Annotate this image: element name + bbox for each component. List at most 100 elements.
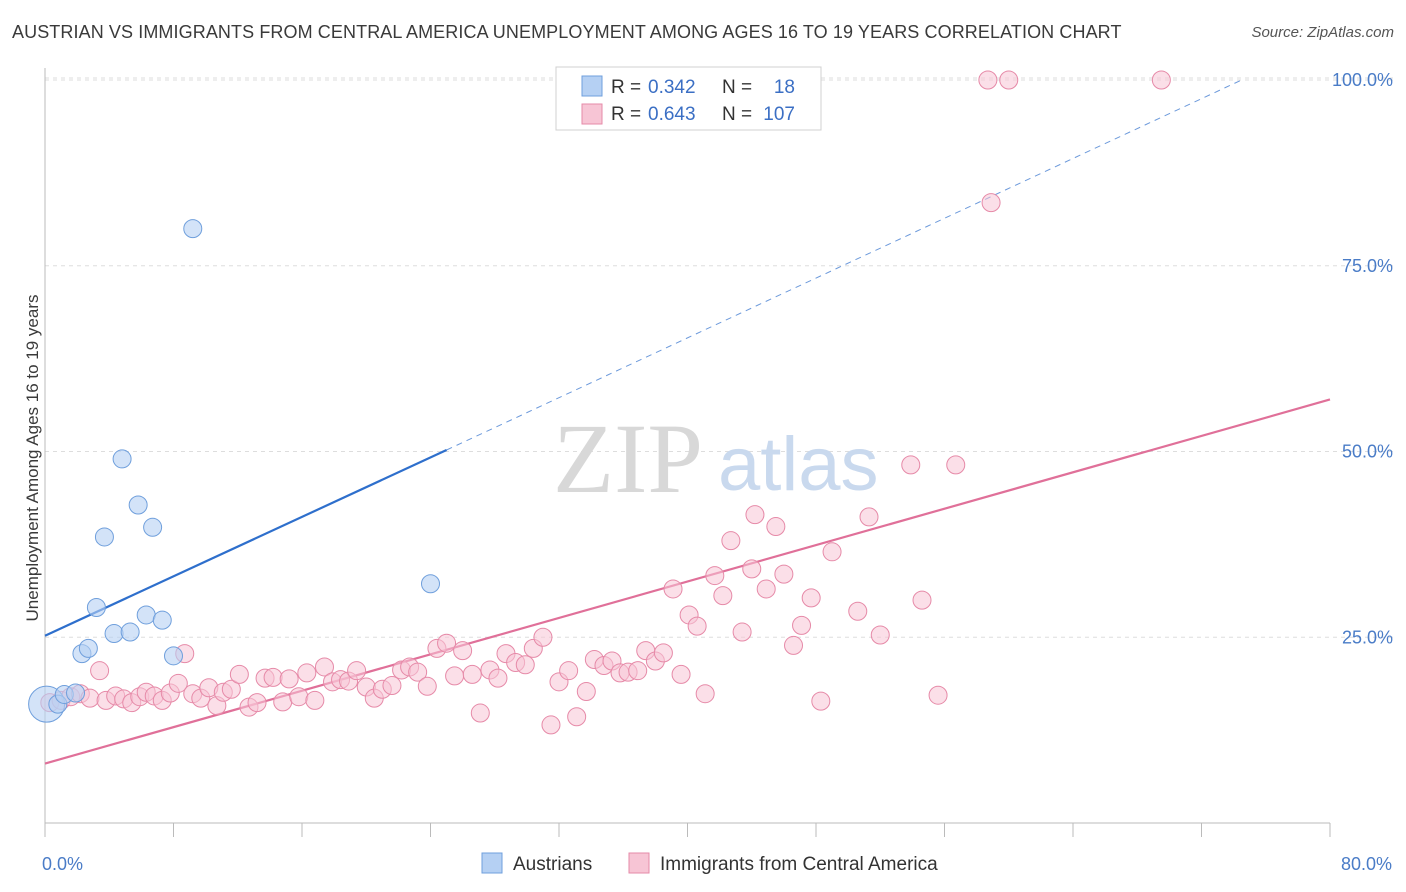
point-immigrants-27 xyxy=(263,667,283,687)
point-immigrants-102 xyxy=(981,193,1001,213)
point-immigrants-80 xyxy=(721,531,741,551)
point-austrians-10 xyxy=(120,622,140,642)
point-immigrants-85 xyxy=(766,517,786,537)
legend-series: Austrians Immigrants from Central Americ… xyxy=(481,852,938,875)
point-austrians-17 xyxy=(421,574,440,594)
axes xyxy=(44,68,1331,837)
point-immigrants-77 xyxy=(695,684,715,704)
point-immigrants-47 xyxy=(437,633,457,653)
point-immigrants-81 xyxy=(732,622,752,642)
point-immigrants-98 xyxy=(946,455,966,475)
point-immigrants-29 xyxy=(279,669,299,689)
y-tick-label-2: 75.0% xyxy=(1342,256,1393,276)
tick-labels: 25.0% 50.0% 75.0% 100.0% 0.0% 80.0% xyxy=(42,70,1393,874)
point-immigrants-72 xyxy=(653,643,673,663)
point-immigrants-95 xyxy=(901,455,921,475)
point-immigrants-76 xyxy=(687,616,707,636)
point-immigrants-63 xyxy=(576,681,596,701)
point-immigrants-74 xyxy=(671,664,691,684)
bottom-legend-swatch-immigrants xyxy=(628,852,650,874)
legend-r-value-2: 0.643 xyxy=(648,104,696,125)
point-austrians-15 xyxy=(164,646,183,666)
legend-r-label-1: R = xyxy=(611,77,641,98)
point-immigrants-82 xyxy=(742,559,762,579)
point-immigrants-15 xyxy=(168,673,188,693)
point-immigrants-59 xyxy=(541,715,561,735)
legend-r-label-2: R = xyxy=(611,104,641,125)
point-immigrants-96 xyxy=(912,590,932,610)
legend-n-label-2: N = xyxy=(722,104,752,125)
x-tick-label-0: 0.0% xyxy=(42,854,83,874)
legend-swatch-immigrants xyxy=(581,103,603,125)
point-immigrants-31 xyxy=(297,663,317,683)
legend-stats: R = 0.342 N = 18 R = 0.643 N = 107 xyxy=(555,66,822,131)
point-immigrants-53 xyxy=(488,668,508,688)
point-immigrants-22 xyxy=(221,679,241,699)
legend-n-value-2: 107 xyxy=(763,104,795,125)
point-immigrants-44 xyxy=(408,662,428,682)
legend-r-value-1: 0.342 xyxy=(648,77,696,98)
point-immigrants-90 xyxy=(811,691,831,711)
point-austrians-9 xyxy=(112,449,132,469)
point-immigrants-93 xyxy=(859,507,879,527)
legend-swatch-austrians xyxy=(581,75,603,97)
watermark: ZIP atlas xyxy=(553,403,879,514)
point-immigrants-78 xyxy=(705,566,725,586)
point-immigrants-87 xyxy=(784,635,804,655)
gridlines xyxy=(45,77,1395,638)
point-immigrants-5 xyxy=(90,661,110,681)
point-austrians-13 xyxy=(143,517,163,537)
point-immigrants-41 xyxy=(382,676,402,696)
point-immigrants-69 xyxy=(628,661,648,681)
x-tick-label-1: 80.0% xyxy=(1341,854,1392,874)
legend-n-value-1: 18 xyxy=(774,77,795,98)
point-immigrants-101 xyxy=(1151,70,1171,90)
point-immigrants-56 xyxy=(515,655,535,675)
watermark-zip: ZIP xyxy=(553,403,703,514)
point-immigrants-23 xyxy=(229,664,249,684)
point-austrians-3 xyxy=(66,683,86,703)
point-immigrants-28 xyxy=(273,692,293,712)
point-austrians-14 xyxy=(152,610,172,630)
y-tick-label-1: 50.0% xyxy=(1342,442,1393,462)
trend-line-austrians xyxy=(44,449,448,637)
point-austrians-7 xyxy=(94,527,114,547)
bottom-legend-swatch-austrians xyxy=(481,852,503,874)
bottom-legend-label-immigrants: Immigrants from Central America xyxy=(660,854,938,875)
point-immigrants-88 xyxy=(792,615,812,635)
point-immigrants-61 xyxy=(559,661,579,681)
point-immigrants-51 xyxy=(470,703,490,723)
point-austrians-12 xyxy=(136,605,156,625)
point-immigrants-49 xyxy=(453,641,473,661)
point-immigrants-89 xyxy=(801,588,821,608)
point-immigrants-30 xyxy=(289,687,309,707)
y-axis-label: Unemployment Among Ages 16 to 19 years xyxy=(23,295,42,622)
point-austrians-5 xyxy=(78,638,98,658)
point-austrians-6 xyxy=(86,598,106,618)
point-immigrants-79 xyxy=(713,586,733,606)
point-immigrants-100 xyxy=(999,70,1019,90)
point-immigrants-84 xyxy=(756,579,776,599)
y-tick-label-3: 100.0% xyxy=(1332,70,1393,90)
point-immigrants-58 xyxy=(533,627,553,647)
point-austrians-16 xyxy=(183,219,203,239)
point-immigrants-83 xyxy=(745,505,765,525)
point-immigrants-62 xyxy=(567,707,587,727)
bottom-legend-label-austrians: Austrians xyxy=(513,854,592,875)
point-immigrants-91 xyxy=(822,542,842,562)
point-immigrants-86 xyxy=(774,564,794,584)
data-points xyxy=(28,70,1171,735)
point-immigrants-32 xyxy=(305,690,325,710)
point-immigrants-97 xyxy=(928,685,948,705)
point-immigrants-25 xyxy=(247,693,267,713)
point-immigrants-92 xyxy=(848,601,868,621)
point-immigrants-45 xyxy=(417,676,437,696)
point-immigrants-73 xyxy=(663,579,683,599)
point-immigrants-48 xyxy=(445,666,465,686)
point-immigrants-50 xyxy=(462,664,482,684)
point-immigrants-37 xyxy=(347,661,367,681)
trend-line-austrians-extension xyxy=(446,79,1242,451)
y-tick-label-0: 25.0% xyxy=(1342,627,1393,647)
point-immigrants-94 xyxy=(870,625,890,645)
